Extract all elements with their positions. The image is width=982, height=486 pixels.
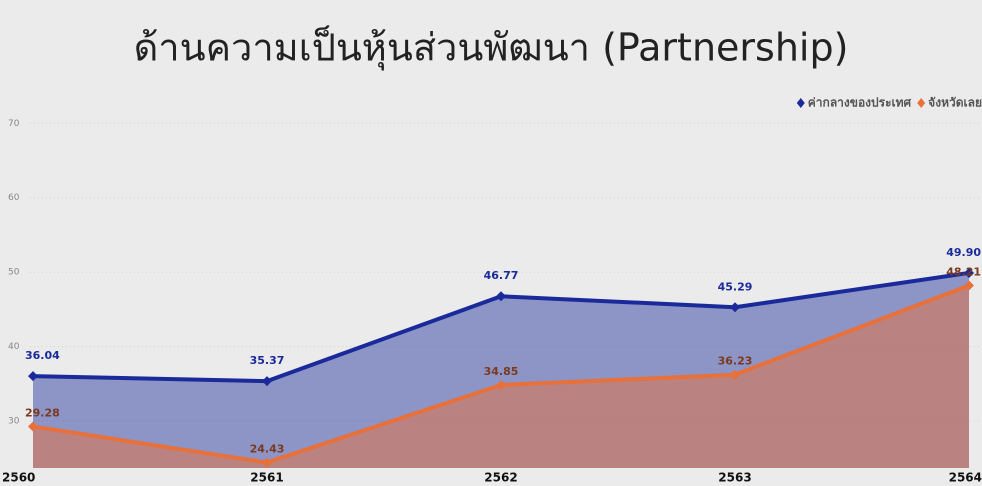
data-label: 34.85 (484, 365, 519, 378)
data-label: 36.04 (25, 349, 60, 362)
area (33, 285, 969, 468)
data-label: 35.37 (250, 354, 285, 367)
chart-title: ด้านความเป็นหุ้นส่วนพัฒนา (Partnership) (134, 25, 849, 71)
y-tick-label: 30 (8, 417, 20, 427)
x-tick-label: 2561 (250, 471, 283, 485)
data-label: 36.23 (718, 355, 753, 368)
marker (262, 457, 272, 468)
marker (28, 371, 38, 382)
data-label: 24.43 (250, 443, 285, 456)
data-label: 46.77 (484, 269, 519, 282)
marker (730, 369, 740, 380)
marker (496, 291, 506, 302)
legend-marker (796, 98, 805, 108)
x-tick-label: 2562 (484, 471, 517, 485)
legend-label: จังหวัดเลย (928, 96, 982, 110)
marker (262, 376, 272, 387)
x-tick-label: 2563 (718, 471, 751, 485)
legend-marker (917, 98, 926, 108)
y-tick-label: 60 (8, 193, 20, 203)
legend-label: ค่ากลางของประเทศ (808, 96, 912, 110)
data-label: 45.29 (718, 280, 753, 293)
marker (730, 302, 740, 313)
y-tick-label: 70 (8, 119, 20, 129)
data-label: 48.21 (946, 266, 981, 279)
marker (964, 267, 974, 278)
y-tick-label: 40 (8, 342, 20, 352)
x-tick-label: 2560 (2, 471, 35, 485)
marker (28, 421, 38, 432)
data-label: 49.90 (946, 246, 981, 259)
marker (964, 280, 974, 291)
data-label: 29.28 (25, 406, 60, 419)
x-tick-label: 2564 (949, 471, 982, 485)
marker (496, 379, 506, 390)
y-tick-label: 50 (8, 268, 20, 278)
